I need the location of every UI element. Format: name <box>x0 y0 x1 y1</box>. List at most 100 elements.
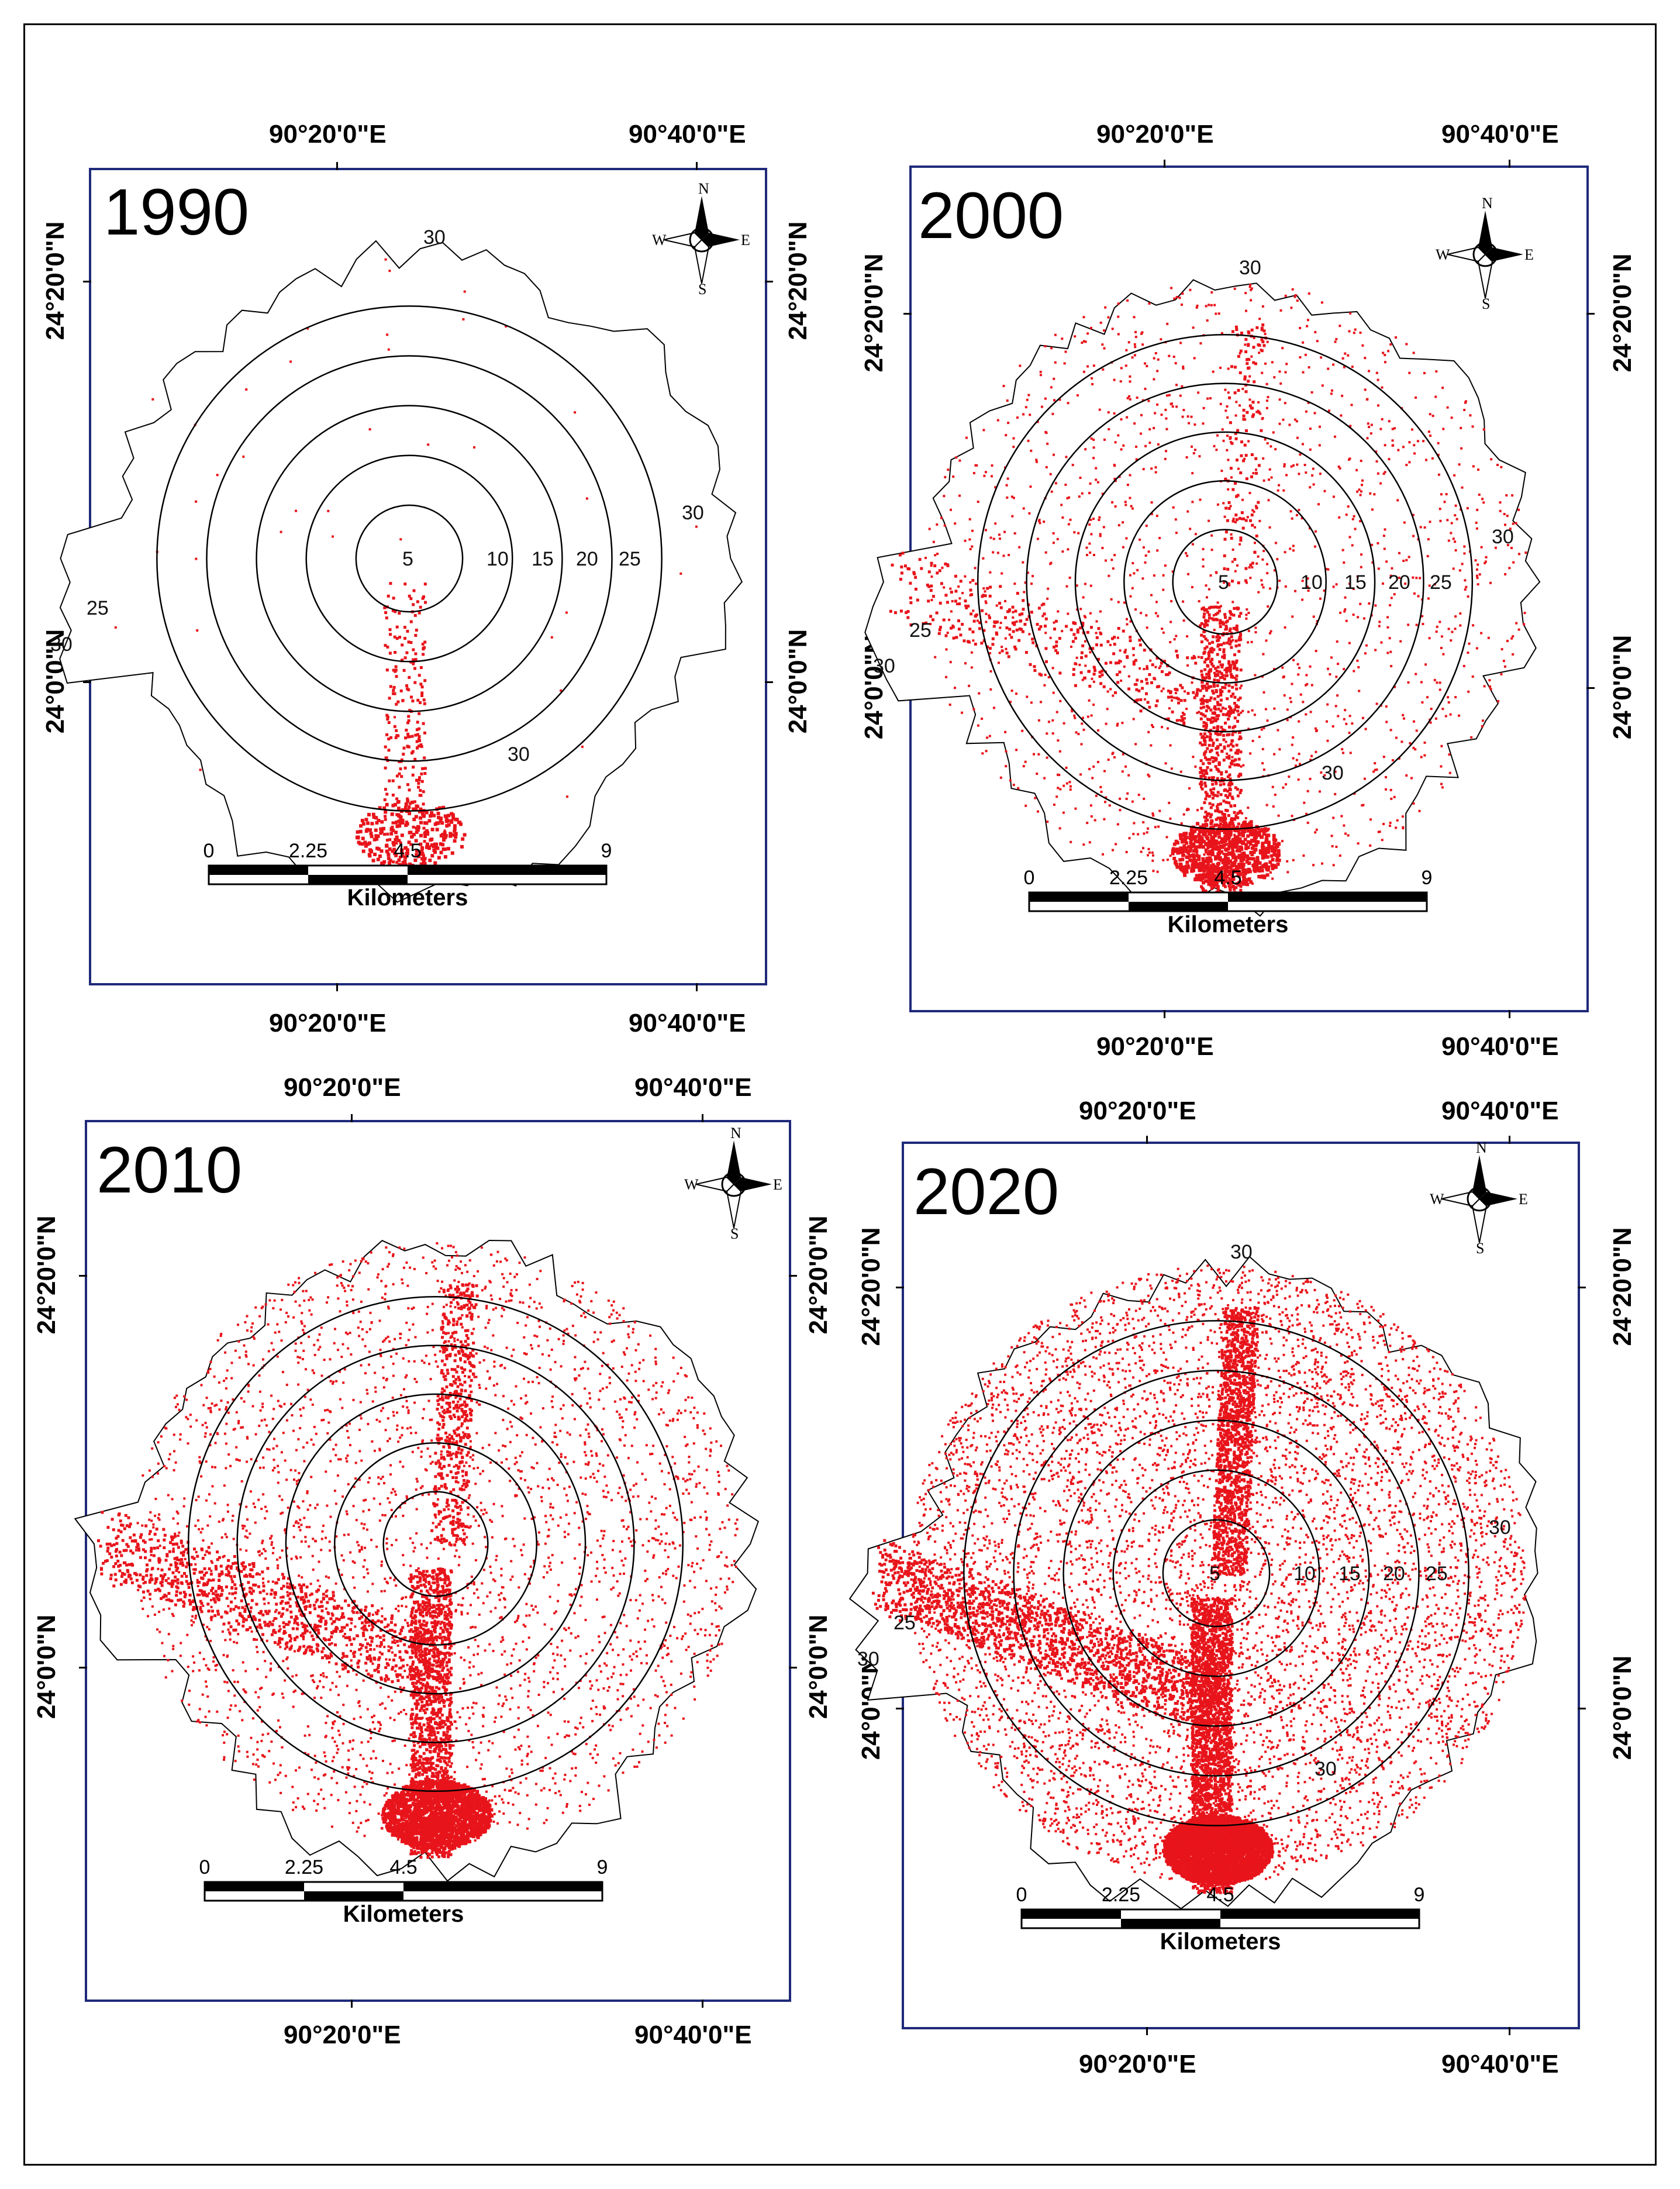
scale-bar: 0 2.25 4.5 9 Kilometers <box>203 836 624 912</box>
year-label: 2020 <box>913 1159 1059 1225</box>
longitude-label: 90°20'0"E <box>1096 122 1214 147</box>
graticule-tick <box>351 1114 353 1122</box>
scale-tick-label: 0 <box>199 1856 211 1878</box>
longitude-label: 90°20'0"E <box>1079 1098 1196 1124</box>
latitude-label: 24°20'0"N <box>34 1205 60 1345</box>
scale-tick-label: 9 <box>1414 1884 1425 1906</box>
graticule-tick <box>1509 160 1510 168</box>
longitude-label: 90°40'0"E <box>1441 1098 1559 1124</box>
latitude-label: 24°20'0"N <box>861 243 887 383</box>
west-label: W <box>1436 246 1450 263</box>
west-label: W <box>1430 1191 1444 1208</box>
scale-tick-label: 0 <box>203 840 215 862</box>
longitude-label: 90°40'0"E <box>634 2022 752 2048</box>
longitude-label: 90°20'0"E <box>269 1011 387 1036</box>
latitude-label: 24°20'0"N <box>785 211 811 351</box>
scale-tick-label: 4.5 <box>1206 1884 1234 1906</box>
year-label: 2000 <box>918 183 1064 249</box>
longitude-label: 90°40'0"E <box>629 122 746 147</box>
latitude-label: 24°0'0"N <box>1610 617 1636 757</box>
scale-tick-label: 9 <box>1422 867 1433 889</box>
latitude-label: 24°0'0"N <box>785 611 811 752</box>
north-label: N <box>1482 195 1493 212</box>
latitude-label: 24°0'0"N <box>1610 1638 1636 1778</box>
north-arrow-icon: NSW E <box>684 1129 784 1240</box>
scale-tick-label: 2.25 <box>289 840 327 862</box>
scale-tick-label: 4.5 <box>394 840 421 862</box>
north-arrow-icon: NSW E <box>652 184 751 295</box>
scale-tick-label: 2.25 <box>1102 1884 1140 1906</box>
longitude-label: 90°20'0"E <box>284 1075 401 1101</box>
graticule-tick <box>903 313 912 315</box>
longitude-label: 90°20'0"E <box>269 122 387 147</box>
year-label: 1990 <box>104 180 249 245</box>
west-label: W <box>652 232 667 249</box>
latitude-label: 24°0'0"N <box>861 617 887 757</box>
scale-tick-label: 2.25 <box>1109 867 1148 889</box>
north-arrow-icon: NSW E <box>1430 1143 1529 1254</box>
graticule-tick <box>702 2000 703 2008</box>
scale-bar: 0 2.25 4.5 9 Kilometers <box>1016 1880 1437 1956</box>
south-label: S <box>698 281 706 298</box>
south-label: S <box>730 1225 739 1242</box>
latitude-label: 24°20'0"N <box>806 1205 832 1345</box>
graticule-tick <box>696 983 698 991</box>
scale-tick-label: 0 <box>1016 1884 1027 1906</box>
latitude-label: 24°0'0"N <box>43 611 68 752</box>
scale-tick-label: 4.5 <box>1214 867 1241 889</box>
graticule-tick <box>1146 1136 1148 1144</box>
graticule-tick <box>83 681 91 683</box>
latitude-label: 24°0'0"N <box>806 1597 832 1737</box>
scale-unit-label: Kilometers <box>1160 1929 1281 1954</box>
north-label: N <box>1476 1139 1487 1156</box>
longitude-label: 90°20'0"E <box>1096 1034 1214 1060</box>
north-label: N <box>698 180 709 197</box>
east-label: E <box>1519 1191 1528 1208</box>
graticule-tick <box>1509 1010 1510 1018</box>
scale-unit-label: Kilometers <box>343 1901 464 1927</box>
longitude-label: 90°20'0"E <box>284 2022 401 2048</box>
graticule-tick <box>765 681 773 683</box>
graticule-tick <box>79 1275 87 1277</box>
graticule-tick <box>1509 2027 1510 2035</box>
latitude-label: 24°0'0"N <box>858 1638 884 1778</box>
graticule-tick <box>1578 1287 1586 1288</box>
north-label: N <box>730 1125 741 1142</box>
longitude-label: 90°40'0"E <box>629 1011 746 1036</box>
graticule-tick <box>336 983 338 991</box>
scale-tick-label: 9 <box>601 840 612 862</box>
graticule-tick <box>79 1667 87 1669</box>
graticule-tick <box>896 1708 904 1709</box>
south-label: S <box>1476 1240 1484 1257</box>
graticule-tick <box>789 1667 797 1669</box>
west-label: W <box>684 1176 699 1193</box>
south-label: S <box>1482 295 1490 312</box>
longitude-label: 90°40'0"E <box>634 1075 752 1101</box>
east-label: E <box>773 1176 782 1193</box>
longitude-label: 90°40'0"E <box>1441 2052 1559 2077</box>
latitude-label: 24°20'0"N <box>858 1216 884 1357</box>
latitude-label: 24°20'0"N <box>43 211 68 351</box>
scale-unit-label: Kilometers <box>347 885 468 911</box>
latitude-label: 24°0'0"N <box>34 1597 60 1737</box>
graticule-tick <box>351 2000 353 2008</box>
graticule-tick <box>1146 2027 1148 2035</box>
east-label: E <box>741 232 750 249</box>
graticule-tick <box>1578 1708 1586 1709</box>
graticule-tick <box>696 162 698 170</box>
graticule-tick <box>765 281 773 282</box>
scale-tick-label: 0 <box>1024 867 1035 889</box>
east-label: E <box>1524 246 1534 263</box>
scale-tick-label: 4.5 <box>389 1856 417 1878</box>
longitude-label: 90°40'0"E <box>1441 1034 1559 1060</box>
north-arrow-icon: NSW E <box>1436 199 1535 310</box>
graticule-tick <box>702 1114 703 1122</box>
graticule-tick <box>789 1275 797 1277</box>
scale-tick-label: 2.25 <box>285 1856 323 1878</box>
graticule-tick <box>1164 1010 1165 1018</box>
graticule-tick <box>336 162 338 170</box>
latitude-label: 24°20'0"N <box>1610 1216 1636 1357</box>
year-label: 2010 <box>96 1137 242 1203</box>
